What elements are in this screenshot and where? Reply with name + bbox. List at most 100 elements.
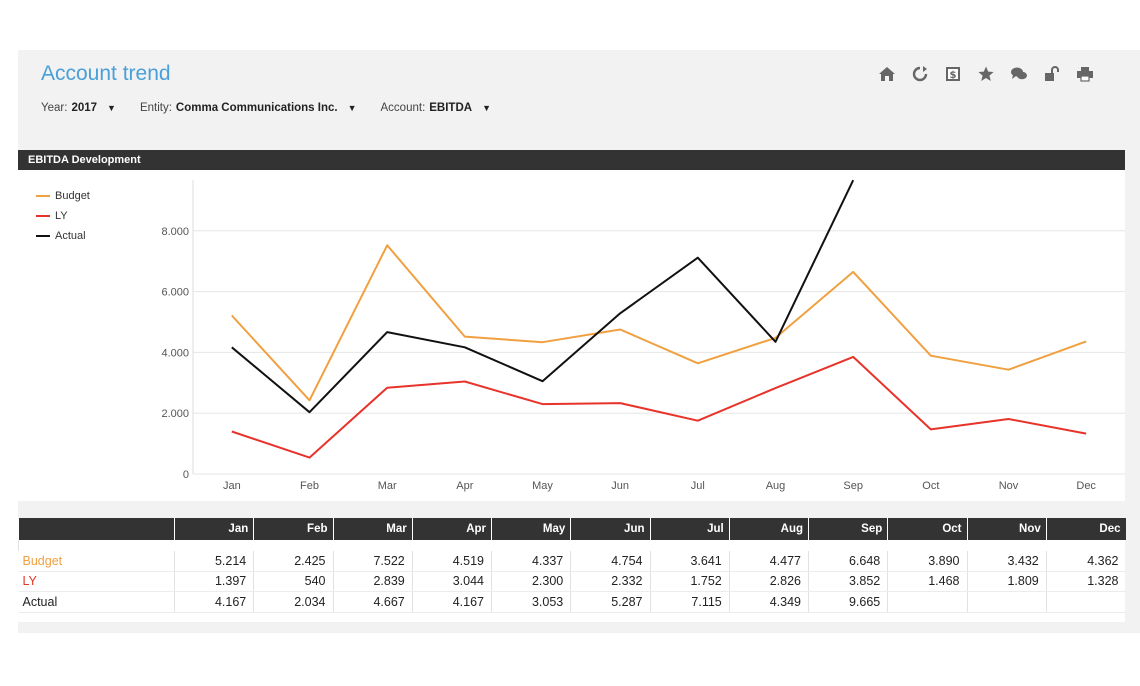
dollar-icon[interactable]: $ (942, 65, 964, 83)
table-cell: 3.890 (887, 551, 967, 572)
entity-filter-label: Entity: (139, 102, 172, 114)
refresh-icon[interactable] (909, 65, 931, 83)
x-tick-label: Feb (300, 480, 319, 492)
comments-icon[interactable] (1008, 65, 1030, 83)
table-header-apr: Apr (411, 518, 492, 540)
table-cell: 4.167 (411, 591, 492, 613)
account-filter[interactable]: Account: EBITDA ▼ (381, 102, 491, 114)
legend-swatch-actual (36, 235, 50, 237)
table-header-sep: Sep (807, 518, 888, 540)
table-cell: 1.328 (1045, 571, 1126, 592)
series-line-budget (231, 244, 1087, 402)
x-tick-label: Sep (843, 480, 863, 492)
table-row-label: Budget (18, 551, 175, 572)
table-cell: 1.468 (887, 571, 967, 592)
table-cell: 4.754 (570, 551, 650, 572)
table-cell: 7.522 (332, 551, 413, 572)
table-cell: 1.397 (173, 571, 254, 592)
y-tick-label: 2.000 (161, 408, 189, 420)
x-tick-label: Jul (691, 480, 705, 492)
table-cell: 5.287 (570, 591, 650, 613)
table-spacer-row (18, 540, 1126, 551)
chevron-down-icon[interactable]: ▼ (347, 103, 357, 113)
year-filter-value: 2017 (71, 102, 98, 114)
y-tick-label: 0 (183, 469, 189, 481)
x-tick-label: May (532, 480, 553, 492)
table-cell: 4.667 (332, 591, 413, 613)
table-row: Budget 5.214 2.425 7.522 4.519 4.337 4.754 3.64… (18, 551, 1126, 572)
table-cell: 2.839 (332, 571, 413, 592)
x-tick-label: Mar (378, 480, 397, 492)
table-header-dec: Dec (1045, 518, 1126, 540)
toolbar: $ (876, 65, 1107, 83)
print-icon[interactable] (1074, 65, 1096, 83)
year-filter[interactable]: Year: 2017 ▼ (41, 102, 116, 114)
table-cell (966, 591, 1047, 613)
unlock-icon[interactable] (1041, 65, 1063, 83)
line-chart: 0 2.000 4.000 6.000 8.000 Jan Feb Mar Apr May Jun J… (161, 179, 1125, 492)
home-icon[interactable] (876, 65, 898, 83)
table-cell: 9.665 (807, 591, 888, 613)
table-cell: 3.641 (649, 551, 730, 572)
table-cell: 3.852 (807, 571, 888, 592)
table-cell (887, 591, 967, 613)
table-cell: 5.214 (173, 551, 254, 572)
page-title: Account trend (41, 62, 171, 85)
table-cell: 2.332 (570, 571, 650, 592)
entity-filter[interactable]: Entity: Comma Communications Inc. ▼ (140, 102, 357, 114)
table-header-nov: Nov (966, 518, 1047, 540)
x-tick-label: Oct (922, 480, 939, 492)
table-row-label: Actual (18, 591, 175, 613)
table-header-jul: Jul (649, 518, 730, 540)
table-cell: 4.337 (490, 551, 571, 572)
star-icon[interactable] (975, 65, 997, 83)
y-tick-label: 4.000 (161, 347, 189, 359)
legend-item-budget[interactable]: Budget (36, 186, 90, 206)
table-cell: 3.053 (490, 591, 571, 613)
svg-text:$: $ (950, 70, 957, 81)
table-cell: 1.809 (966, 571, 1047, 592)
legend-item-actual[interactable]: Actual (36, 226, 90, 246)
table-row-label: LY (18, 571, 175, 592)
y-tick-label: 6.000 (161, 287, 189, 299)
table-header-mar: Mar (332, 518, 413, 540)
account-filter-label: Account: (380, 102, 426, 114)
table-header-aug: Aug (728, 518, 809, 540)
data-table: Jan Feb Mar Apr May Jun Jul Aug Sep Oct Nov Dec Bud… (18, 518, 1126, 613)
table-cell: 1.752 (649, 571, 730, 592)
legend-item-ly[interactable]: LY (36, 206, 90, 226)
legend-label-ly: LY (55, 210, 68, 222)
table-cell: 3.432 (966, 551, 1047, 572)
table-row: Actual 4.167 2.034 4.667 4.167 3.053 5.287 7.11… (18, 591, 1126, 613)
y-tick-label: 8.000 (161, 226, 189, 238)
table-cell: 4.349 (728, 591, 809, 613)
table-cell: 4.519 (411, 551, 492, 572)
filter-bar: Year: 2017 ▼ Entity: Comma Communication… (41, 102, 515, 114)
x-tick-label: Jan (223, 480, 241, 492)
table-cell: 6.648 (807, 551, 888, 572)
x-tick-label: Dec (1076, 480, 1096, 492)
table-cell: 2.826 (728, 571, 809, 592)
table-header-jan: Jan (173, 518, 254, 540)
legend-label-actual: Actual (55, 230, 86, 242)
table-header-may: May (490, 518, 571, 540)
series-line-actual (231, 179, 855, 414)
chart-legend: Budget LY Actual (36, 186, 90, 246)
series-line-ly (231, 355, 1087, 459)
x-tick-label: Apr (456, 480, 473, 492)
legend-swatch-budget (36, 195, 50, 197)
table-cell: 2.034 (253, 591, 333, 613)
table-cell: 2.300 (490, 571, 571, 592)
table-header-corner (18, 518, 175, 540)
account-filter-value: EBITDA (429, 102, 473, 114)
table-header-jun: Jun (570, 518, 650, 540)
chevron-down-icon[interactable]: ▼ (107, 103, 116, 113)
table-cell: 4.477 (728, 551, 809, 572)
chevron-down-icon[interactable]: ▼ (482, 103, 491, 113)
table-row: LY 1.397 540 2.839 3.044 2.300 2.332 1.752 2.826… (18, 571, 1126, 592)
table-cell: 4.362 (1045, 551, 1126, 572)
table-cell: 2.425 (253, 551, 333, 572)
entity-filter-value: Comma Communications Inc. (175, 102, 338, 114)
year-filter-label: Year: (41, 102, 68, 114)
x-tick-label: Jun (611, 480, 629, 492)
